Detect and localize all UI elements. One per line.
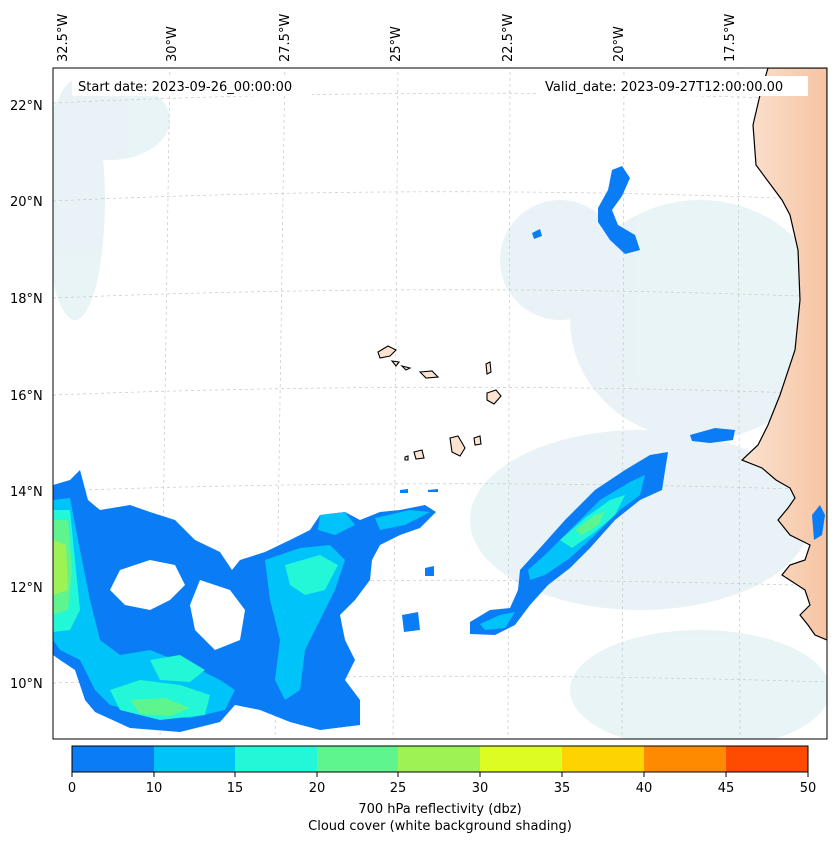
start-date-label: Start date: 2023-09-26_00:00:00 (78, 80, 292, 95)
colorbar-swatch (317, 746, 399, 772)
lat-label: 22°N (10, 99, 43, 114)
colorbar-tick: 10 (146, 781, 163, 796)
valid-date-label: Valid_date: 2023-09-27T12:00:00.00 (545, 80, 783, 95)
start-date-box (72, 76, 312, 96)
map-frame (52, 67, 828, 740)
lat-label: 16°N (10, 389, 43, 404)
colorbar-swatch (480, 746, 562, 772)
valid-date-box (538, 76, 808, 96)
lat-label: 14°N (10, 485, 43, 500)
colorbar-swatch (398, 746, 480, 772)
lat-label: 10°N (10, 677, 43, 692)
lon-label: 25°W (389, 26, 404, 62)
lat-label: 20°N (10, 195, 43, 210)
longitude-labels: 32.5°W 30°W 27.5°W 25°W 22.5°W 20°W 17.5… (56, 14, 738, 62)
lon-label: 27.5°W (278, 14, 293, 62)
lon-label: 17.5°W (723, 14, 738, 62)
colorbar-frame (71, 745, 809, 773)
cloud-cover-shading (53, 80, 827, 739)
colorbar-sublabel: Cloud cover (white background shading) (308, 819, 572, 834)
colorbar-tick: 40 (636, 781, 653, 796)
colorbar-tick: 20 (309, 781, 326, 796)
lon-label: 30°W (165, 26, 180, 62)
colorbar-tick: 15 (227, 781, 244, 796)
lon-label: 32.5°W (56, 14, 71, 62)
colorbar-swatch (154, 746, 236, 772)
reflectivity-contours (53, 166, 825, 732)
lon-label: 22.5°W (501, 14, 516, 62)
lat-label: 18°N (10, 292, 43, 307)
colorbar-tick: 50 (800, 781, 817, 796)
colorbar-swatch (726, 746, 808, 772)
colorbar-tick: 0 (68, 781, 76, 796)
colorbar-swatch (644, 746, 726, 772)
colorbar-tick: 35 (554, 781, 571, 796)
colorbar: 0 10 15 20 25 30 35 40 45 50 700 hPa ref… (68, 745, 817, 834)
colorbar-label: 700 hPa reflectivity (dbz) (358, 802, 521, 817)
colorbar-swatch (235, 746, 317, 772)
colorbar-tick: 25 (390, 781, 407, 796)
colorbar-swatch (562, 746, 644, 772)
colorbar-tick: 30 (472, 781, 489, 796)
cape-verde-islands (377, 345, 502, 461)
africa-coast-land (740, 68, 827, 641)
lon-label: 20°W (612, 26, 627, 62)
colorbar-swatch (72, 746, 154, 772)
latitude-labels: 22°N 20°N 18°N 16°N 14°N 12°N 10°N (10, 99, 43, 692)
lat-label: 12°N (10, 581, 43, 596)
colorbar-tick: 45 (718, 781, 735, 796)
